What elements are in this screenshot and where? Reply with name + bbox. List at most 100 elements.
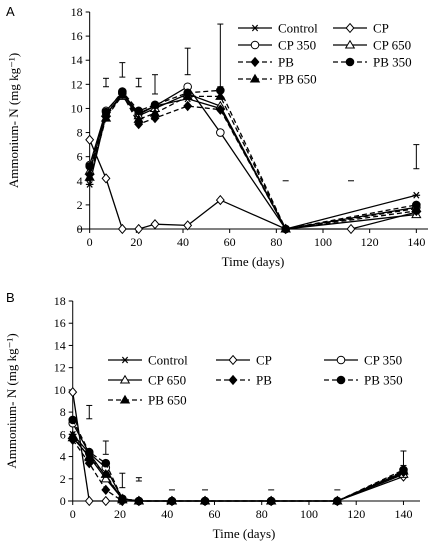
- y-axis-title: Ammonium- N (mg kg⁻¹): [6, 53, 21, 188]
- y-axis-title: Ammonium- N (mg kg⁻¹): [4, 333, 19, 468]
- error-bar: [102, 440, 109, 455]
- x-tick-label: 100: [314, 235, 332, 249]
- error-bar: [135, 477, 142, 482]
- y-tick-label: 14: [54, 338, 66, 352]
- legend-marker: [336, 355, 346, 365]
- data-point-cp-650: [100, 473, 111, 483]
- legend-item-cp-350: CP 350: [324, 353, 402, 368]
- data-point-pb-350: [101, 458, 111, 468]
- data-point-pb: [101, 484, 111, 496]
- error-bar: [119, 62, 126, 78]
- x-axis-title: Time (days): [222, 254, 285, 269]
- data-point-control-stroke: [413, 191, 420, 199]
- legend-marker: [250, 40, 260, 50]
- data-point-pb-350: [68, 415, 78, 425]
- y-tick-label: 18: [71, 5, 83, 19]
- legend-item-pb: PB: [216, 373, 272, 388]
- y-tick-label: 18: [54, 294, 66, 308]
- legend-label: PB: [278, 55, 294, 70]
- panel-b: B 0 2 4 6 8 10 12 14 16 18 0 20 40 60 80 100 120 140 Time (…: [4, 290, 420, 541]
- data-point-cp-350: [216, 128, 225, 137]
- data-point-pb-650: [84, 452, 95, 462]
- error-bar: [86, 404, 93, 420]
- y-tick-label: 0: [60, 494, 66, 508]
- error-bar: [217, 23, 224, 88]
- legend-marker-stroke: [121, 356, 129, 364]
- y-tick-label: 10: [54, 383, 66, 397]
- series-pb-650: [84, 89, 422, 233]
- data-point-cp: [183, 220, 193, 231]
- legend-item-pb-650: PB 650: [238, 72, 317, 87]
- data-point-pb-650: [84, 171, 95, 181]
- legend-marker: [119, 394, 131, 404]
- legend-label: CP 650: [373, 38, 411, 53]
- y-tick-label: 0: [77, 222, 83, 236]
- y-tick-label: 2: [60, 472, 66, 486]
- data-point-pb-650: [280, 223, 291, 233]
- x-tick-label: 60: [208, 507, 220, 521]
- legend-marker: [345, 22, 355, 34]
- data-point-pb-650: [100, 469, 111, 478]
- data-point-pb-650: [182, 91, 193, 100]
- y-tick-label: 8: [77, 126, 83, 140]
- legend-item-cp: CP: [216, 353, 272, 368]
- legend-label: CP 650: [148, 373, 186, 388]
- legend-item-pb-350: PB 350: [333, 55, 412, 70]
- legend: Control CP CP 350 CP 650 PB PB 350 PB 650: [108, 353, 403, 408]
- data-point-pb-650: [199, 495, 211, 505]
- panel-label: A: [6, 4, 15, 19]
- legend-item-cp-350: CP 350: [238, 38, 316, 53]
- series-line-control: [72, 433, 404, 502]
- y-tick-label: 2: [77, 198, 83, 212]
- error-bar: [184, 47, 191, 76]
- data-point-cp: [85, 134, 95, 145]
- legend-label: CP 350: [364, 353, 402, 368]
- data-point-cp: [68, 386, 78, 398]
- y-tick-label: 4: [77, 174, 83, 188]
- x-tick-label: 80: [256, 507, 268, 521]
- series-line-cp-650: [72, 437, 404, 502]
- y-tick-label: 10: [71, 101, 83, 115]
- legend-label: PB: [256, 373, 272, 388]
- legend-marker: [249, 73, 261, 83]
- legend-label: PB 350: [364, 373, 403, 388]
- y-tick-label: 14: [71, 53, 83, 67]
- error-bar: [103, 77, 109, 88]
- legend-marker: [336, 375, 346, 385]
- data-point-cp: [101, 173, 111, 184]
- legend-label: Control: [148, 353, 188, 368]
- series-cp: [85, 134, 421, 235]
- x-tick-label: 20: [130, 235, 142, 249]
- data-point-cp: [101, 495, 111, 507]
- x-tick-label: 40: [177, 235, 189, 249]
- series-pb-650: [67, 430, 409, 505]
- x-tick-label: 20: [114, 507, 126, 521]
- y-tick-label: 6: [60, 427, 66, 441]
- data-point-cp: [150, 219, 160, 230]
- data-point-pb-350: [150, 100, 160, 110]
- x-tick-label: 100: [300, 507, 318, 521]
- x-tick-label: 80: [270, 235, 282, 249]
- x-tick-label: 120: [347, 507, 365, 521]
- legend-marker: [228, 354, 238, 366]
- legend-label: PB 650: [148, 393, 187, 408]
- data-point-pb-650: [117, 89, 128, 99]
- legend: Control CP CP 350 CP 650 PB PB 350 PB 650: [238, 21, 412, 87]
- data-point-pb-650: [149, 107, 161, 117]
- x-tick-label: 140: [394, 507, 412, 521]
- series-line-pb: [72, 439, 404, 502]
- x-tick-label: 140: [407, 235, 425, 249]
- panel-label: B: [6, 290, 15, 305]
- x-tick-label: 120: [361, 235, 379, 249]
- data-point-control: [85, 180, 94, 188]
- data-point-cp: [134, 223, 144, 235]
- legend-item-control: Control: [108, 353, 188, 368]
- data-point-pb-350: [134, 106, 143, 116]
- y-tick-label: 12: [54, 361, 66, 375]
- data-point-cp: [117, 223, 127, 235]
- data-point-pb-650: [117, 494, 128, 504]
- y-tick-label: 8: [60, 405, 66, 419]
- series-pb-350: [85, 86, 421, 234]
- legend-marker: [250, 56, 260, 68]
